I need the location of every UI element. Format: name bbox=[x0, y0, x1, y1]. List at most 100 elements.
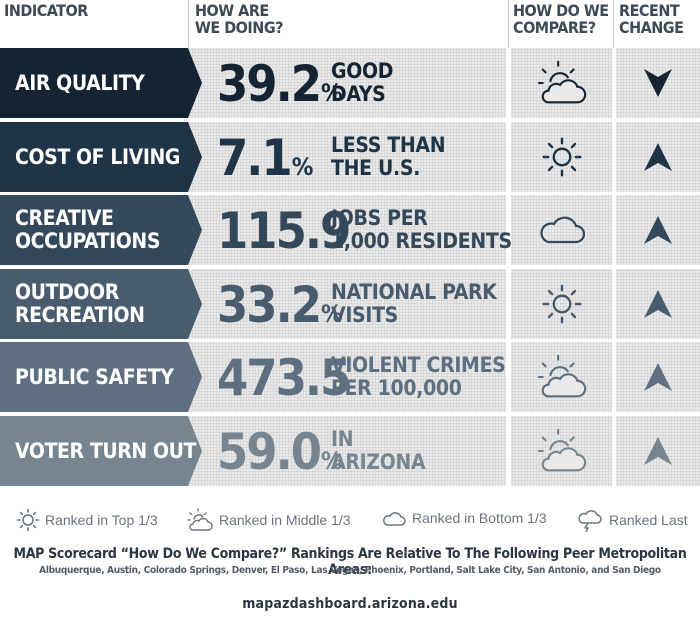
value-unit: % bbox=[291, 153, 314, 181]
indicator-label: PUBLIC SAFETY bbox=[0, 342, 202, 412]
value-number: 115.9 bbox=[217, 202, 351, 260]
indicator-value: 115.9 bbox=[217, 202, 351, 260]
change-cell bbox=[616, 195, 700, 265]
partly-cloudy-icon bbox=[537, 60, 586, 104]
arrow-up-icon bbox=[644, 143, 672, 171]
recent-change bbox=[616, 416, 700, 486]
arrow-up-icon bbox=[644, 216, 672, 244]
legend-item: Ranked Last bbox=[576, 508, 688, 532]
compare-rank bbox=[511, 416, 612, 486]
partly-cloudy-icon bbox=[187, 508, 213, 531]
legend-item: Ranked in Middle 1/3 bbox=[186, 508, 351, 532]
value-cell bbox=[188, 195, 506, 265]
desc-line: 1,000 RESIDENTS bbox=[331, 229, 512, 253]
scorecard-row: OUTDOOR RECREATION 33.2 % NATIONAL PARK V… bbox=[0, 269, 700, 339]
value-cell bbox=[188, 48, 506, 118]
sun-icon bbox=[541, 137, 582, 177]
indicator-value: 473.5 bbox=[217, 349, 351, 407]
note-title: MAP Scorecard “How Do We Compare?” Ranki… bbox=[13, 546, 687, 578]
header-compare: HOW DO WE COMPARE? bbox=[508, 0, 613, 48]
compare-rank bbox=[511, 269, 612, 339]
desc-line: LESS THAN bbox=[331, 133, 446, 157]
desc-line: NATIONAL PARK bbox=[331, 280, 497, 304]
website-link[interactable]: mapazdashboard.arizona.edu bbox=[242, 596, 458, 612]
header-change: RECENT CHANGE bbox=[613, 0, 700, 48]
indicator-label: AIR QUALITY bbox=[0, 48, 202, 118]
scorecard-row: VOTER TURN OUT 59.0 % IN ARIZONA bbox=[0, 416, 700, 486]
scorecard-row: AIR QUALITY 39.2 % GOOD DAYS bbox=[0, 48, 700, 118]
indicator-value: 39.2 % bbox=[217, 56, 343, 112]
arrow-up-icon bbox=[644, 290, 672, 318]
desc-line: THE U.S. bbox=[331, 156, 421, 180]
compare-cell bbox=[511, 48, 612, 118]
sun-icon bbox=[16, 508, 40, 532]
recent-change bbox=[616, 122, 700, 192]
arrow-up-icon bbox=[644, 437, 672, 465]
legend-label: Ranked in Bottom 1/3 bbox=[412, 510, 547, 526]
desc-line: VISITS bbox=[331, 303, 398, 327]
value-cell bbox=[188, 416, 506, 486]
sun-icon bbox=[541, 284, 582, 324]
recent-change bbox=[616, 269, 700, 339]
desc-line: JOBS PER bbox=[331, 206, 428, 230]
indicator-label: CREATIVE OCCUPATIONS bbox=[0, 195, 202, 265]
partly-cloudy-icon bbox=[537, 428, 586, 472]
cloud-icon bbox=[383, 512, 406, 526]
rain-cloud-icon bbox=[578, 510, 602, 532]
value-unit: % bbox=[321, 300, 343, 328]
compare-cell bbox=[511, 416, 612, 486]
recent-change bbox=[616, 48, 700, 118]
legend-item: Ranked in Top 1/3 bbox=[16, 508, 158, 532]
arrow-down-icon bbox=[644, 69, 672, 97]
value-cell bbox=[188, 122, 506, 192]
desc-line: ARIZONA bbox=[331, 450, 426, 474]
recent-change bbox=[616, 195, 700, 265]
value-description: VIOLENT CRIMES PER 100,000 bbox=[331, 354, 506, 400]
compare-rank bbox=[511, 342, 612, 412]
legend-label: Ranked Last bbox=[609, 512, 688, 528]
indicator-label: COST OF LIVING bbox=[0, 122, 202, 192]
value-description: LESS THAN THE U.S. bbox=[331, 133, 446, 180]
peer-areas-list: Albuquerque, Austin, Colorado Springs, D… bbox=[39, 565, 661, 576]
legend-label: Ranked in Middle 1/3 bbox=[219, 512, 351, 528]
value-description: JOBS PER 1,000 RESIDENTS bbox=[331, 207, 512, 253]
compare-rank bbox=[511, 122, 612, 192]
indicator-label: OUTDOOR RECREATION bbox=[0, 269, 202, 339]
scorecard-row: CREATIVE OCCUPATIONS 115.9 JOBS PER 1,000… bbox=[0, 195, 700, 265]
legend-item: Ranked in Bottom 1/3 bbox=[381, 508, 547, 528]
partly-cloudy-icon bbox=[537, 354, 586, 398]
value-cell bbox=[188, 269, 506, 339]
compare-cell bbox=[511, 269, 612, 339]
legend: Ranked in Top 1/3 Ranked in Middle 1/3 R… bbox=[0, 500, 700, 540]
cloud-icon bbox=[539, 216, 585, 244]
value-unit: % bbox=[321, 447, 343, 475]
indicator-value: 33.2 % bbox=[217, 277, 343, 333]
indicator-label: VOTER TURN OUT bbox=[0, 416, 202, 486]
value-description: IN ARIZONA bbox=[331, 427, 426, 474]
arrow-up-icon bbox=[644, 363, 672, 391]
value-unit: % bbox=[321, 79, 343, 107]
scorecard-row: PUBLIC SAFETY 473.5 VIOLENT CRIMES PER 10… bbox=[0, 342, 700, 412]
indicator-value: 59.0 % bbox=[217, 424, 343, 480]
desc-line: DAYS bbox=[331, 82, 386, 106]
value-number: 39.2 bbox=[217, 55, 322, 113]
compare-cell bbox=[511, 122, 612, 192]
header-indicator: INDICATOR bbox=[4, 1, 88, 20]
value-description: NATIONAL PARK VISITS bbox=[331, 281, 497, 327]
desc-line: IN bbox=[331, 427, 354, 451]
desc-line: VIOLENT CRIMES bbox=[331, 353, 506, 377]
value-cell bbox=[188, 342, 506, 412]
desc-line: PER 100,000 bbox=[331, 376, 462, 400]
legend-label: Ranked in Top 1/3 bbox=[45, 512, 158, 528]
change-cell bbox=[616, 122, 700, 192]
compare-rank bbox=[511, 48, 612, 118]
header-doing: HOW ARE WE DOING? bbox=[188, 0, 298, 48]
indicator-value: 7.1 % bbox=[217, 130, 313, 186]
compare-rank bbox=[511, 195, 612, 265]
value-number: 7.1 bbox=[217, 129, 293, 187]
compare-cell bbox=[511, 195, 612, 265]
scorecard-row: COST OF LIVING 7.1 % LESS THAN THE U.S. bbox=[0, 122, 700, 192]
recent-change bbox=[616, 342, 700, 412]
value-number: 59.0 bbox=[217, 423, 322, 481]
value-number: 473.5 bbox=[217, 349, 351, 407]
